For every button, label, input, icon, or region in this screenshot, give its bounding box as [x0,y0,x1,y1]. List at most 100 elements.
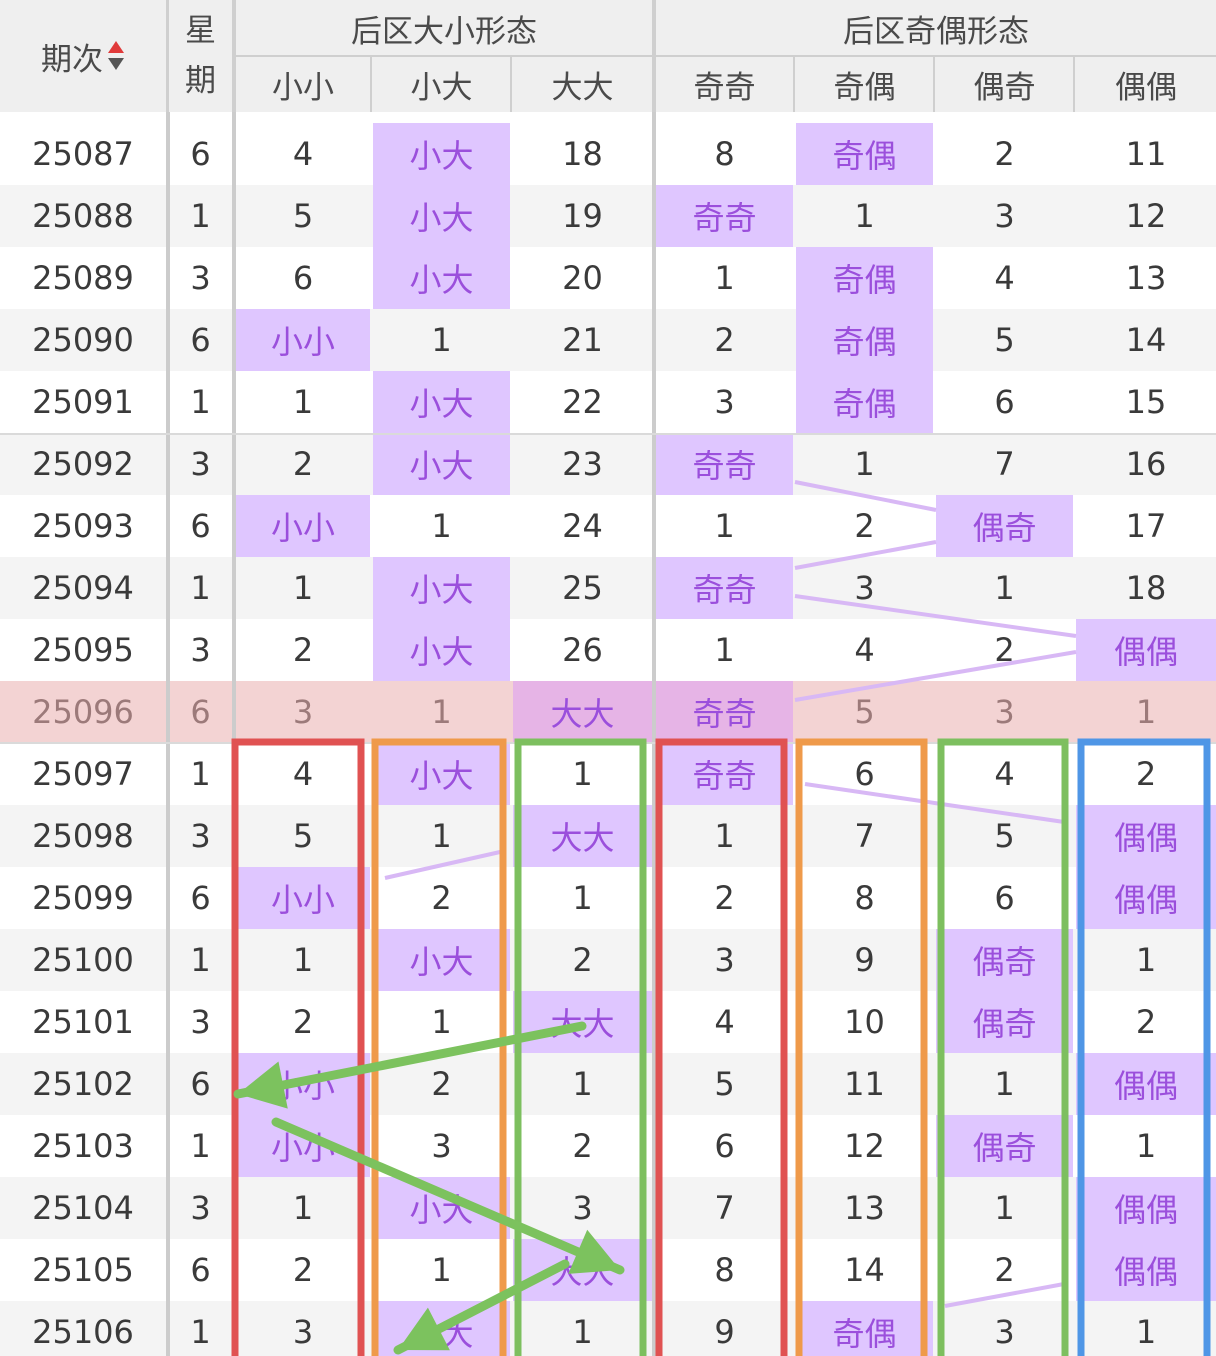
period-cell: 25097 [32,755,134,793]
hit-cell-col-odd-even: 奇偶 [796,309,933,371]
period-cell: 25104 [32,1189,134,1227]
miss-cell-col-big-big: 20 [562,259,603,297]
miss-cell-col-even-odd: 5 [994,321,1015,359]
group-header-size: 后区大小形态 [351,13,537,50]
weekday-cell: 1 [190,755,211,793]
weekday-cell: 1 [190,383,211,421]
miss-cell-col-odd-even: 14 [844,1251,885,1289]
table-row[interactable]: 25095 3 2 小大 26 1 4 2 偶偶 [0,619,1216,681]
period-cell: 25099 [32,879,134,917]
miss-cell-col-odd-even: 8 [854,879,875,917]
miss-cell-col-big-big: 1 [572,1313,593,1351]
miss-cell-col-even-odd: 4 [994,259,1015,297]
header-divider [510,57,512,112]
miss-cell-col-big-big: 18 [562,135,603,173]
miss-cell-col-odd-even: 11 [844,1065,885,1103]
table-row[interactable]: 25102 6 小小 2 1 5 11 1 偶偶 [0,1053,1216,1115]
hit-cell-col-small-small: 小小 [236,867,370,929]
miss-cell-col-small-small: 4 [292,755,314,793]
table-row[interactable]: 25103 1 小小 3 2 6 12 偶奇 1 [0,1115,1216,1177]
group-header-parity: 后区奇偶形态 [843,13,1029,50]
table-row[interactable]: 25104 3 1 小大 3 7 13 1 偶偶 [0,1177,1216,1239]
weekday-cell: 1 [190,941,211,979]
hit-cell-col-small-big: 小大 [373,743,510,805]
miss-cell-col-big-big: 23 [562,445,603,483]
miss-cell-col-even-even: 1 [1135,941,1157,979]
miss-cell-col-even-odd: 2 [994,135,1015,173]
weekday-cell: 1 [190,197,211,235]
hit-cell-col-small-big: 小大 [373,1177,510,1239]
hit-cell-col-big-big: 大大 [513,681,652,743]
miss-cell-col-small-small: 4 [292,135,314,173]
highlight-box-col-odd-even [795,738,928,1356]
miss-cell-col-big-big: 19 [562,197,603,235]
table-row[interactable]: 25091 1 1 小大 22 3 奇偶 6 15 [0,371,1216,433]
miss-cell-col-even-odd: 6 [994,383,1015,421]
weekday-cell: 1 [190,569,211,607]
period-cell: 25098 [32,817,134,855]
table-row[interactable]: 25094 1 1 小大 25 奇奇 3 1 18 [0,557,1216,619]
highlight-box-col-even-even [1077,738,1211,1356]
table-row[interactable]: 25090 6 小小 1 21 2 奇偶 5 14 [0,309,1216,371]
miss-cell-col-odd-even: 13 [844,1189,885,1227]
column-divider [166,112,170,1356]
weekday-cell: 3 [190,259,211,297]
miss-cell-col-big-big: 26 [562,631,603,669]
column-divider [652,112,656,1356]
table-row[interactable]: 25101321大大410偶奇2 [0,991,1216,1053]
miss-cell-col-small-big: 2 [431,879,452,917]
table-row[interactable]: 25100 1 1 小大 2 3 9 偶奇 1 [0,929,1216,991]
column-header-col-small-big: 小大 [410,70,473,106]
table-row[interactable]: 25099 6 小小 2 1 2 8 6 偶偶 [0,867,1216,929]
miss-cell-col-odd-odd: 7 [714,1189,735,1227]
weekday-cell: 6 [190,507,211,545]
weekday-cell: 6 [190,879,211,917]
hit-cell-col-even-even: 偶偶 [1076,619,1216,681]
miss-cell-col-odd-odd: 2 [714,321,735,359]
hit-cell-col-odd-even: 奇偶 [796,1301,933,1356]
header-divider [793,57,795,112]
hit-cell-col-odd-odd: 奇奇 [656,743,793,805]
trend-line [794,540,937,570]
miss-cell-col-odd-even: 1 [854,445,875,483]
weekday-cell: 1 [190,1313,211,1351]
column-header-col-big-big: 大大 [551,70,614,106]
weekday-cell: 6 [190,321,211,359]
period-cell: 25090 [32,321,134,359]
miss-cell-col-even-even: 1 [1135,693,1157,731]
miss-cell-col-even-even: 2 [1135,755,1157,793]
sort-icon[interactable] [107,39,125,73]
table-row[interactable]: 2510613小大19奇偶31 [0,1301,1216,1356]
miss-cell-col-small-big: 3 [431,1127,452,1165]
miss-cell-col-odd-even: 6 [854,755,875,793]
weekday-header: 星 期 [169,0,232,112]
arrow-1-shaft [233,1021,587,1099]
period-header[interactable]: 期次 [0,0,166,112]
hit-cell-col-small-big: 小大 [373,557,510,619]
miss-cell-col-even-odd: 2 [994,1251,1015,1289]
miss-cell-col-even-odd: 1 [994,1065,1015,1103]
hit-cell-col-small-big: 小大 [373,247,510,309]
miss-cell-col-even-even: 2 [1135,1003,1157,1041]
period-cell: 25101 [32,1003,134,1041]
table-row[interactable]: 25087 6 4 小大 18 8 奇偶 2 11 [0,123,1216,185]
header-divider [1073,57,1075,112]
miss-cell-col-small-small: 1 [292,1189,314,1227]
table-row[interactable]: 25097 1 4 小大 1 奇奇 6 4 2 [0,743,1216,805]
miss-cell-col-odd-odd: 1 [714,817,735,855]
table-row[interactable]: 25088 1 5 小大 19 奇奇 1 3 12 [0,185,1216,247]
table-row[interactable]: 25092 3 2 小大 23 奇奇 1 7 16 [0,433,1216,495]
period-cell: 25102 [32,1065,134,1103]
miss-cell-col-small-big: 1 [431,1003,452,1041]
miss-cell-col-small-big: 1 [431,693,452,731]
table-header: 期次 星 期 后区大小形态 后区奇偶形态 小小 小大 大大 奇奇 奇偶 偶奇 偶偶 [0,0,1216,112]
period-cell: 25091 [32,383,134,421]
table-row[interactable]: 25089 3 6 小大 20 1 奇偶 4 13 [0,247,1216,309]
period-cell: 25100 [32,941,134,979]
hit-cell-col-small-big: 小大 [373,433,510,495]
table-row[interactable]: 25093 6 小小 1 24 1 2 偶奇 17 [0,495,1216,557]
table-row-current[interactable]: 25096 6 3 1 大大 奇奇 5 3 1 [0,681,1216,743]
period-cell: 25105 [32,1251,134,1289]
weekday-cell: 3 [190,631,211,669]
miss-cell-col-big-big: 1 [572,1065,593,1103]
